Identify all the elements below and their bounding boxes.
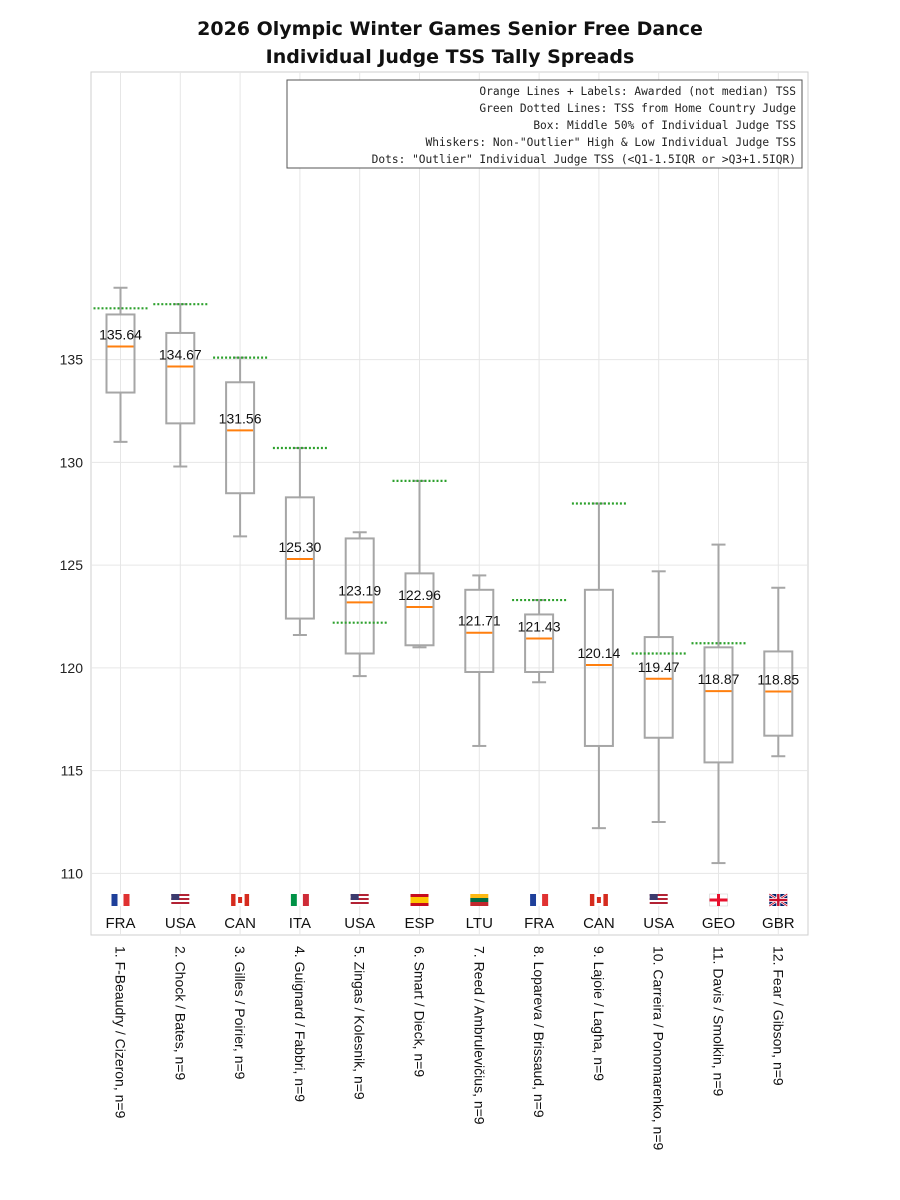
box-group [392, 479, 447, 649]
value-labels-layer: 135.64 134.67 131.56 125.30 123.19 122.96 121.… [99, 327, 799, 688]
flag-icon [290, 894, 309, 906]
awarded-value-label: 125.30 [278, 539, 321, 555]
country-code-label: ESP [404, 915, 434, 932]
category-label: 6. Smart / Dieck, n=9 [412, 946, 428, 1077]
y-tick-label: 130 [60, 454, 84, 470]
category-label: 7. Reed / Ambrulevičius, n=9 [471, 946, 487, 1125]
legend-line-5: Dots: "Outlier" Individual Judge TSS (<Q… [372, 153, 796, 166]
plot-area [90, 71, 809, 936]
flag-icon [171, 894, 190, 906]
chart-subtitle: Individual Judge TSS Tally Spreads [266, 46, 635, 68]
iqr-box [284, 496, 315, 620]
awarded-value-label: 135.64 [99, 327, 142, 343]
iqr-box [583, 588, 614, 747]
country-code-label: GBR [762, 915, 795, 932]
country-code-label: CAN [224, 915, 256, 932]
flag-icon [111, 894, 130, 906]
box-group [571, 502, 626, 830]
awarded-value-label: 122.96 [398, 587, 441, 603]
category-label: 5. Zingas / Kolesnik, n=9 [352, 946, 368, 1100]
category-label: 11. Davis / Smolkin, n=9 [711, 946, 727, 1097]
flag-icon [350, 894, 369, 906]
awarded-value-label: 123.19 [338, 582, 381, 598]
box-group [153, 303, 208, 468]
legend-line-1: Orange Lines + Labels: Awarded (not medi… [479, 85, 796, 98]
boxes-layer [93, 286, 794, 865]
iqr-box [404, 572, 435, 647]
country-code-label: GEO [702, 915, 735, 932]
country-flags-layer: FRA USA CAN ITA USA ESP LTU FRA CAN USA GEO GBR [106, 892, 795, 932]
iqr-box [703, 646, 734, 764]
flag-icon [768, 892, 788, 908]
box-group [691, 543, 746, 865]
country-code-label: FRA [524, 915, 554, 932]
category-label: 4. Guignard / Fabbri, n=9 [292, 946, 308, 1102]
y-tick-label: 115 [61, 763, 84, 779]
legend-line-3: Box: Middle 50% of Individual Judge TSS [533, 119, 796, 132]
legend-line-2: Green Dotted Lines: TSS from Home Countr… [479, 102, 796, 115]
country-code-label: USA [165, 915, 196, 932]
box-group [763, 586, 794, 758]
country-code-label: USA [643, 915, 674, 932]
category-label: 10. Carreira / Ponomarenko, n=9 [651, 946, 667, 1150]
box-group [332, 531, 387, 678]
awarded-value-label: 134.67 [159, 346, 202, 362]
box-group [272, 446, 327, 637]
category-labels-layer: 1. F-Beaudry / Cizeron, n=9 2. Chock / Ba… [113, 946, 787, 1150]
flag-icon [410, 894, 429, 906]
y-tick-label: 135 [60, 352, 84, 368]
legend-box: Orange Lines + Labels: Awarded (not medi… [286, 79, 803, 169]
iqr-box [344, 537, 375, 655]
flag-icon [709, 893, 728, 907]
y-tick-label: 125 [60, 557, 84, 573]
y-tick-label: 110 [61, 865, 84, 881]
category-label: 2. Chock / Bates, n=9 [172, 946, 188, 1080]
awarded-value-label: 120.14 [577, 645, 620, 661]
legend-frame [286, 79, 803, 169]
iqr-box [105, 313, 136, 394]
country-code-label: CAN [583, 915, 615, 932]
category-label: 1. F-Beaudry / Cizeron, n=9 [113, 946, 129, 1119]
category-label: 9. Lajoie / Lagha, n=9 [591, 946, 607, 1081]
box-group [512, 598, 567, 684]
flag-icon [530, 894, 549, 906]
awarded-value-label: 131.56 [219, 410, 262, 426]
awarded-value-label: 121.43 [518, 618, 561, 634]
country-code-label: USA [344, 915, 375, 932]
flag-icon [589, 894, 608, 906]
flag-icon [231, 894, 250, 906]
awarded-value-label: 121.71 [458, 613, 501, 629]
category-label: 3. Gilles / Poirier, n=9 [232, 946, 248, 1080]
country-code-label: FRA [106, 915, 136, 932]
iqr-box [524, 613, 555, 673]
box-group [464, 574, 495, 747]
iqr-box [464, 588, 495, 673]
iqr-box [165, 331, 196, 425]
iqr-box [225, 381, 256, 495]
legend-line-4: Whiskers: Non-"Outlier" High & Low Indiv… [426, 136, 796, 149]
y-tick-label: 120 [60, 660, 84, 676]
country-code-label: LTU [466, 915, 493, 932]
awarded-value-label: 119.47 [638, 659, 680, 675]
flag-icon [470, 894, 489, 906]
box-group [93, 286, 148, 443]
box-group [213, 356, 268, 538]
category-label: 12. Fear / Gibson, n=9 [770, 946, 786, 1086]
iqr-box [763, 650, 794, 737]
awarded-value-label: 118.87 [698, 671, 740, 687]
chart-title: 2026 Olympic Winter Games Senior Free Da… [197, 18, 703, 40]
category-label: 8. Lopareva / Brissaud, n=9 [531, 946, 547, 1118]
flag-icon [649, 894, 668, 906]
iqr-box [643, 636, 674, 739]
awarded-value-label: 118.85 [757, 672, 799, 688]
country-code-label: ITA [289, 915, 311, 932]
box-group [631, 570, 686, 823]
